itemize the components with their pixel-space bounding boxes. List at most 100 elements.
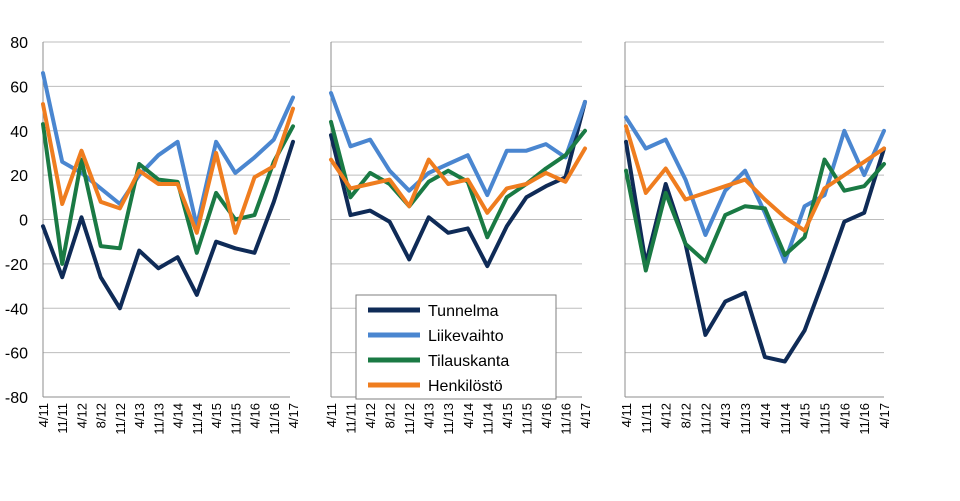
data-point xyxy=(446,169,450,173)
data-point xyxy=(195,293,199,297)
y-tick-label: 20 xyxy=(10,168,28,185)
data-point xyxy=(99,244,103,248)
x-tick-label: 11/13 xyxy=(151,403,166,435)
data-point xyxy=(644,147,648,150)
data-point xyxy=(544,166,548,170)
data-point xyxy=(137,169,141,173)
data-point xyxy=(524,195,528,199)
data-point xyxy=(664,138,668,142)
x-tick-label: 4/17 xyxy=(286,403,301,428)
data-point xyxy=(485,235,489,239)
data-point xyxy=(624,140,628,144)
data-point xyxy=(466,153,470,157)
y-tick-label: -20 xyxy=(5,257,28,274)
x-tick-label: 11/15 xyxy=(817,403,832,435)
data-point xyxy=(882,162,886,166)
data-point xyxy=(684,178,688,182)
x-tick-label: 11/11 xyxy=(55,403,70,434)
data-point xyxy=(743,178,747,182)
x-tick-label: 4/11 xyxy=(324,403,339,427)
x-tick-label: 11/14 xyxy=(480,403,495,435)
data-point xyxy=(156,182,160,186)
x-tick-label: 4/15 xyxy=(798,403,813,428)
data-point xyxy=(842,129,846,133)
data-point xyxy=(233,246,237,250)
data-point xyxy=(407,257,411,261)
series-line-tunnelma xyxy=(624,139,886,364)
data-point xyxy=(505,195,509,199)
x-tick-label: 11/13 xyxy=(738,403,753,435)
data-point xyxy=(156,266,160,270)
data-point xyxy=(544,171,548,175)
data-point xyxy=(664,191,668,195)
data-point xyxy=(783,215,787,219)
data-point xyxy=(446,231,450,235)
data-point xyxy=(803,328,807,332)
data-point xyxy=(583,100,587,104)
data-point xyxy=(822,275,826,279)
data-point xyxy=(195,251,199,255)
x-tick-label: 11/13 xyxy=(441,403,456,435)
x-tick-label: 4/13 xyxy=(422,403,437,428)
data-point xyxy=(703,260,707,264)
data-point xyxy=(583,129,587,133)
data-point xyxy=(485,193,489,197)
data-point xyxy=(41,122,45,126)
data-point xyxy=(214,140,218,144)
data-point xyxy=(723,213,727,217)
series-line-henkilosto xyxy=(624,124,886,233)
data-point xyxy=(563,180,567,184)
data-point xyxy=(272,138,276,142)
data-point xyxy=(485,211,489,215)
data-point xyxy=(703,333,707,337)
data-point xyxy=(253,175,257,179)
data-point xyxy=(842,220,846,224)
data-point xyxy=(272,164,276,168)
data-point xyxy=(41,71,45,75)
data-point xyxy=(524,149,528,153)
data-point xyxy=(862,173,866,177)
legend-label: Tilauskanta xyxy=(428,353,509,370)
data-point xyxy=(783,253,787,257)
legend-label: Henkilöstö xyxy=(428,378,503,395)
data-point xyxy=(407,189,411,193)
data-point xyxy=(99,186,103,190)
data-point xyxy=(624,124,628,128)
data-point xyxy=(79,215,83,219)
y-tick-label: 60 xyxy=(10,79,28,96)
x-tick-label: 4/16 xyxy=(248,403,263,428)
x-tick-label: 4/14 xyxy=(758,403,773,428)
data-point xyxy=(329,91,333,95)
data-point xyxy=(723,189,727,193)
data-point xyxy=(118,246,122,250)
data-point xyxy=(763,206,767,210)
data-point xyxy=(544,184,548,188)
data-point xyxy=(644,191,648,195)
x-tick-label: 4/11 xyxy=(619,403,634,427)
data-point xyxy=(723,300,727,304)
data-point xyxy=(41,224,45,228)
data-point xyxy=(253,213,257,217)
data-point xyxy=(684,198,688,202)
data-point xyxy=(99,275,103,279)
data-point xyxy=(79,158,83,162)
data-point xyxy=(176,182,180,186)
data-point xyxy=(253,155,257,159)
data-point xyxy=(329,133,333,137)
data-point xyxy=(214,240,218,244)
x-tick-label: 11/12 xyxy=(113,403,128,435)
x-tick-label: 11/16 xyxy=(558,403,573,435)
data-point xyxy=(783,260,787,264)
data-point xyxy=(822,158,826,162)
y-tick-label: -80 xyxy=(5,390,28,407)
data-point xyxy=(862,184,866,188)
x-tick-label: 11/11 xyxy=(639,403,654,434)
x-tick-label: 4/17 xyxy=(578,403,593,428)
x-tick-label: 4/13 xyxy=(132,403,147,428)
data-point xyxy=(349,186,353,190)
data-point xyxy=(466,178,470,182)
data-point xyxy=(41,102,45,106)
data-point xyxy=(137,249,141,253)
data-point xyxy=(291,140,295,144)
data-point xyxy=(407,204,411,208)
